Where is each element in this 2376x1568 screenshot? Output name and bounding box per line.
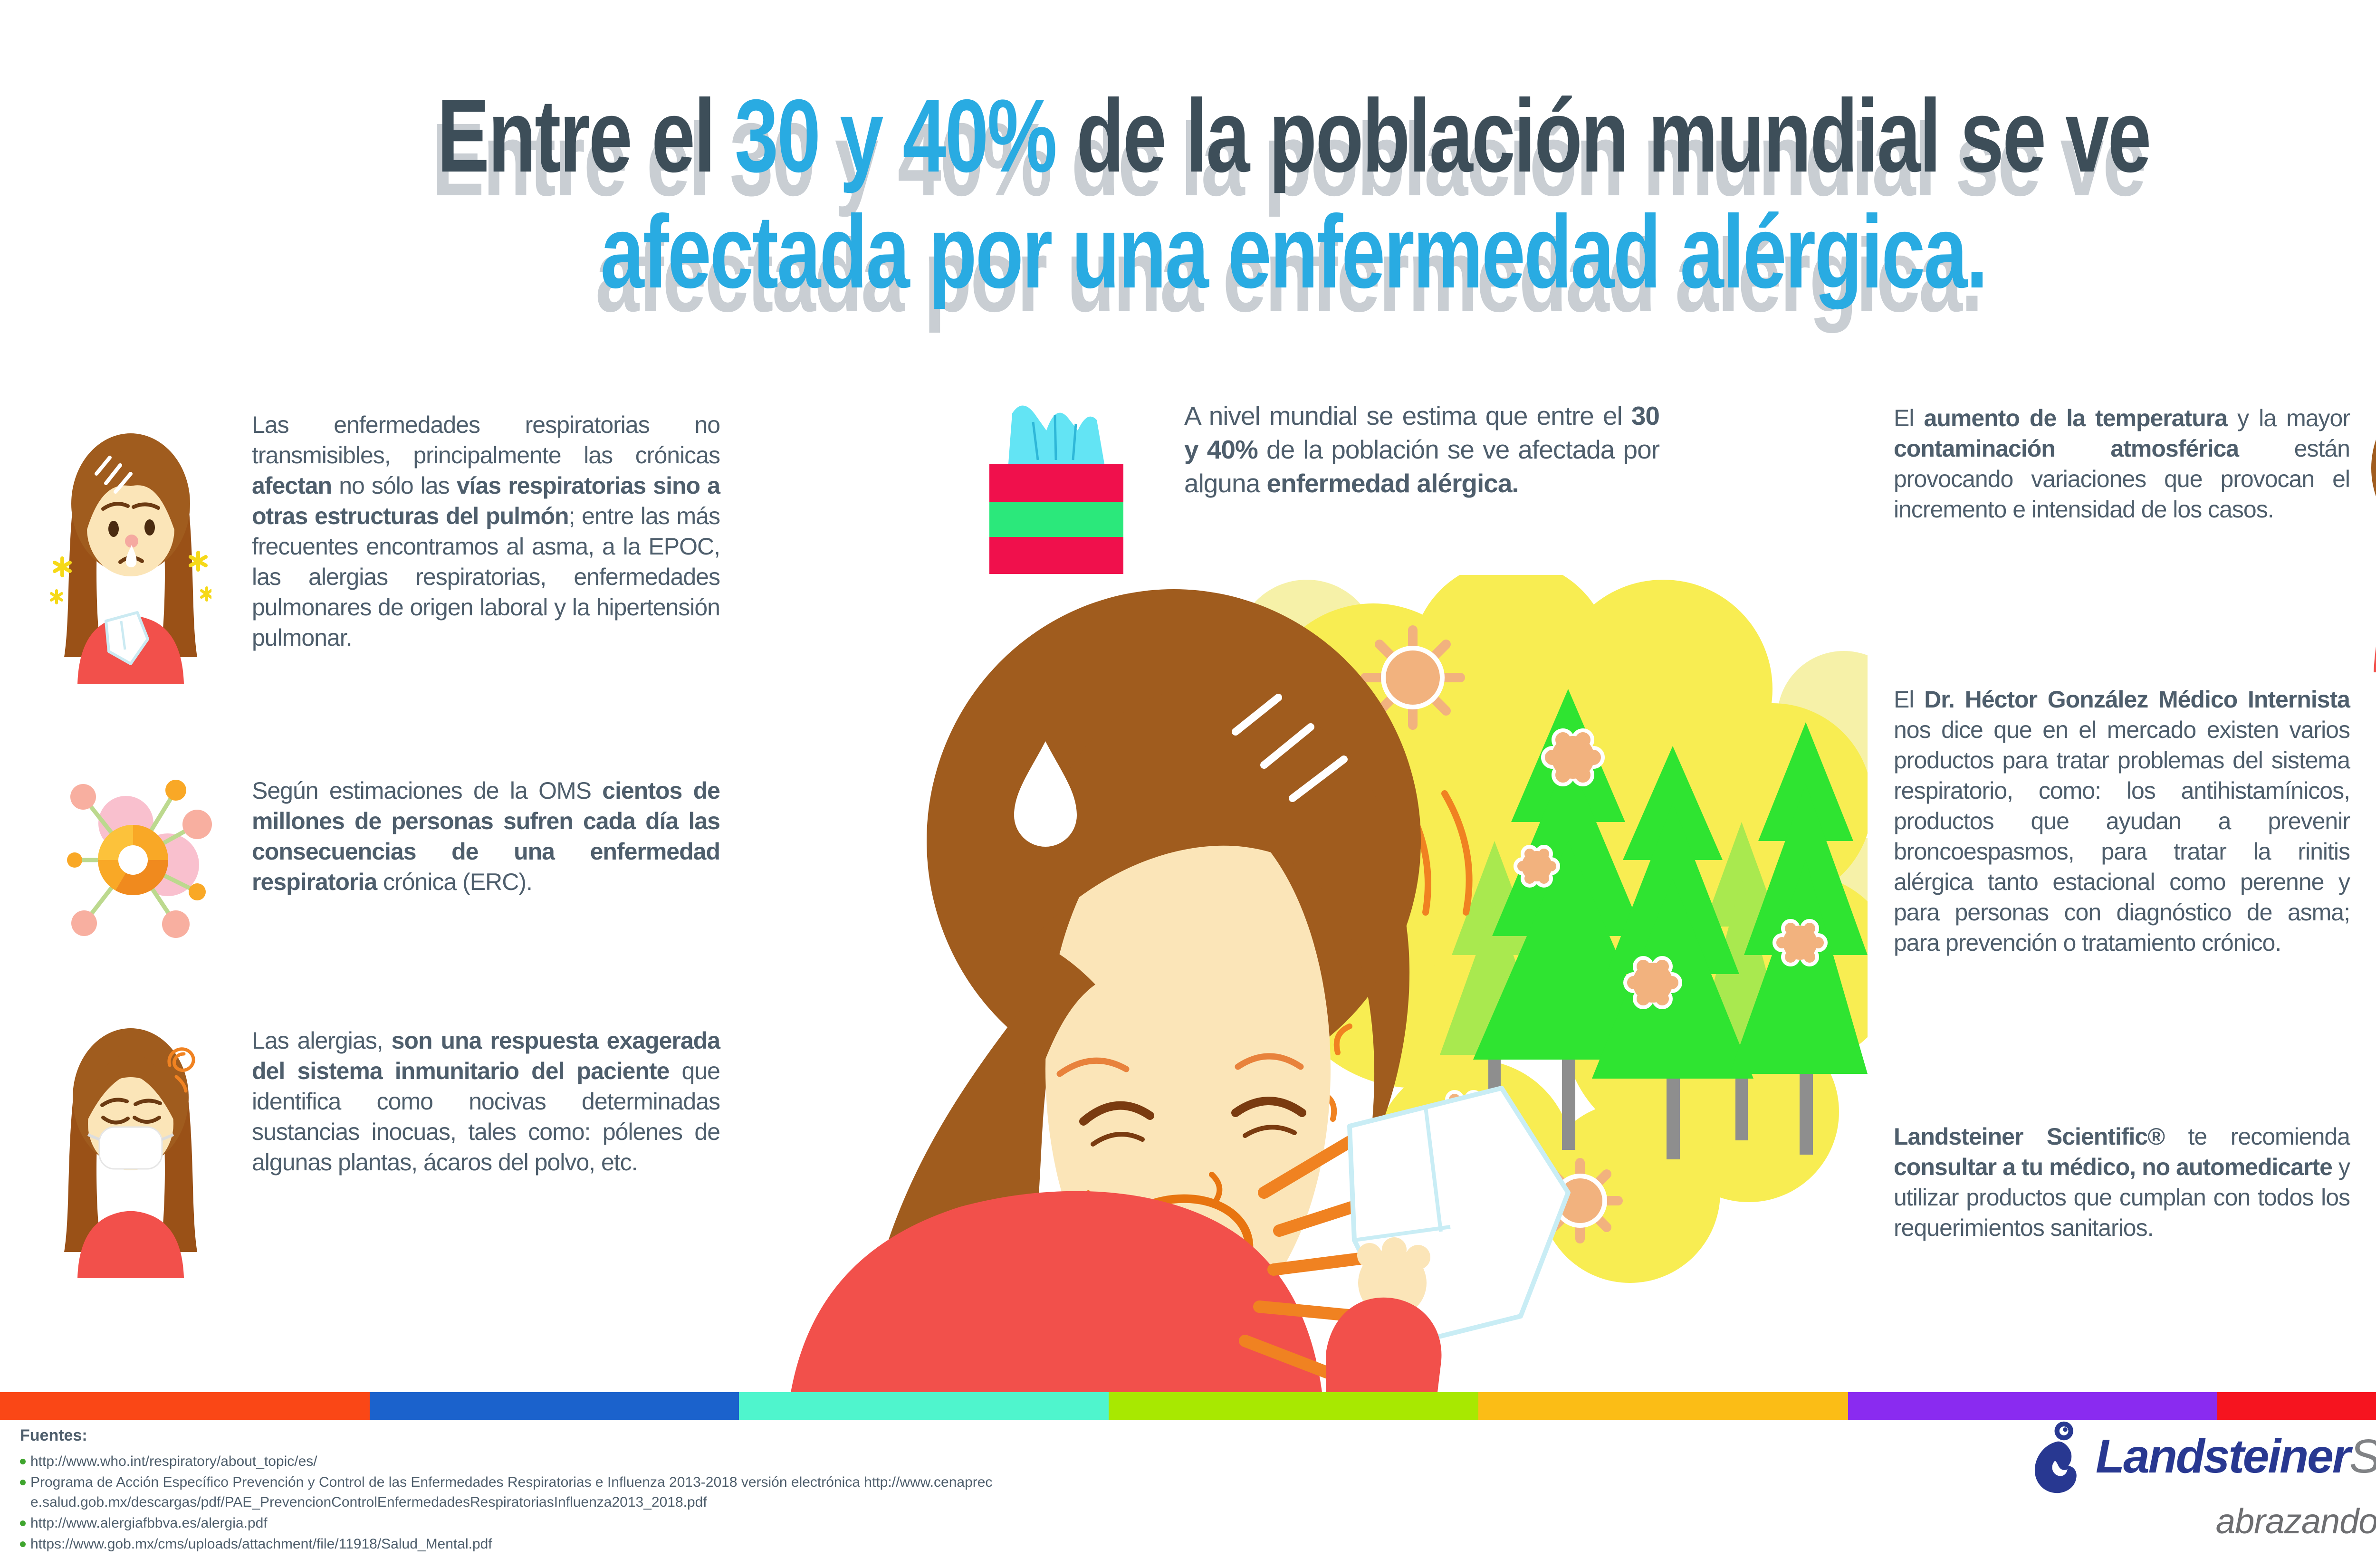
source-url: Programa de Acción Específico Prevención… bbox=[30, 1474, 993, 1510]
bullet-dot-icon bbox=[20, 1480, 26, 1485]
paragraph-temperature-pollution: El aumento de la temperatura y la mayor … bbox=[1894, 405, 2350, 523]
source-url: http://www.who.int/respiratory/about_top… bbox=[30, 1453, 317, 1469]
stripe-segment bbox=[1478, 1392, 1848, 1420]
title-line-1: Entre el 30 y 40% de la población mundia… bbox=[437, 78, 2152, 194]
paragraph-allergies-definition: Las alergias, son una respuesta exagerad… bbox=[252, 1027, 720, 1176]
bullet-dot-icon bbox=[20, 1520, 26, 1526]
paragraph-doctor-products: El Dr. Héctor González Médico Internista… bbox=[1894, 686, 2350, 956]
page-title: Entre el 30 y 40% de la población mundia… bbox=[0, 78, 2376, 310]
source-item: http://www.who.int/respiratory/about_top… bbox=[20, 1452, 994, 1472]
paragraph-oms-estimates: Según estimaciones de la OMS cientos de … bbox=[252, 777, 720, 895]
footer-stripe bbox=[0, 1392, 2376, 1420]
landsteiner-figure-icon bbox=[2029, 1418, 2087, 1494]
sources-list: Fuentes: http://www.who.int/respiratory/… bbox=[20, 1426, 994, 1555]
paragraph-respiratory-diseases: Las enfermedades respiratorias no transm… bbox=[252, 411, 720, 651]
logo-tagline: abrazando la vida bbox=[2215, 1501, 2376, 1541]
title-line-2: afectada por una enfermedad alérgica. bbox=[600, 194, 1988, 310]
bullet-dot-icon bbox=[20, 1459, 26, 1464]
stripe-segment bbox=[739, 1392, 1109, 1420]
stripe-segment bbox=[1109, 1392, 1478, 1420]
source-item: Programa de Acción Específico Prevención… bbox=[20, 1472, 994, 1512]
stripe-segment bbox=[2217, 1392, 2376, 1420]
paragraph-global-estimate: A nivel mundial se estima que entre el 3… bbox=[1184, 401, 1660, 498]
stripe-segment bbox=[0, 1392, 370, 1420]
sneezing-girl-pollen-and-trees-illustration bbox=[760, 575, 1868, 1404]
paragraph-landsteiner-recommendation: Landsteiner Scientific® te recomienda co… bbox=[1894, 1123, 2350, 1241]
source-url: https://www.gob.mx/cms/uploads/attachmen… bbox=[30, 1536, 492, 1552]
girl-with-face-mask-icon bbox=[50, 1007, 211, 1278]
source-url: http://www.alergiafbbva.es/alergia.pdf bbox=[30, 1515, 268, 1531]
source-item: http://www.alergiafbbva.es/alergia.pdf bbox=[20, 1513, 994, 1533]
stripe-segment bbox=[369, 1392, 739, 1420]
source-item: https://www.gob.mx/cms/uploads/attachmen… bbox=[20, 1534, 994, 1554]
brand-name-light: Scientific bbox=[2349, 1430, 2376, 1483]
woman-with-mask-and-hand-icon bbox=[2355, 373, 2376, 672]
virus-molecule-icon bbox=[55, 767, 216, 948]
sources-label: Fuentes: bbox=[20, 1426, 87, 1444]
sneezing-girl bbox=[789, 589, 1571, 1404]
sad-girl-with-tissue-icon bbox=[50, 416, 211, 684]
tissue-box-icon bbox=[975, 384, 1137, 579]
brand-name-bold: Landsteiner bbox=[2096, 1429, 2351, 1483]
bullet-dot-icon bbox=[20, 1541, 26, 1547]
stripe-segment bbox=[1848, 1392, 2218, 1420]
